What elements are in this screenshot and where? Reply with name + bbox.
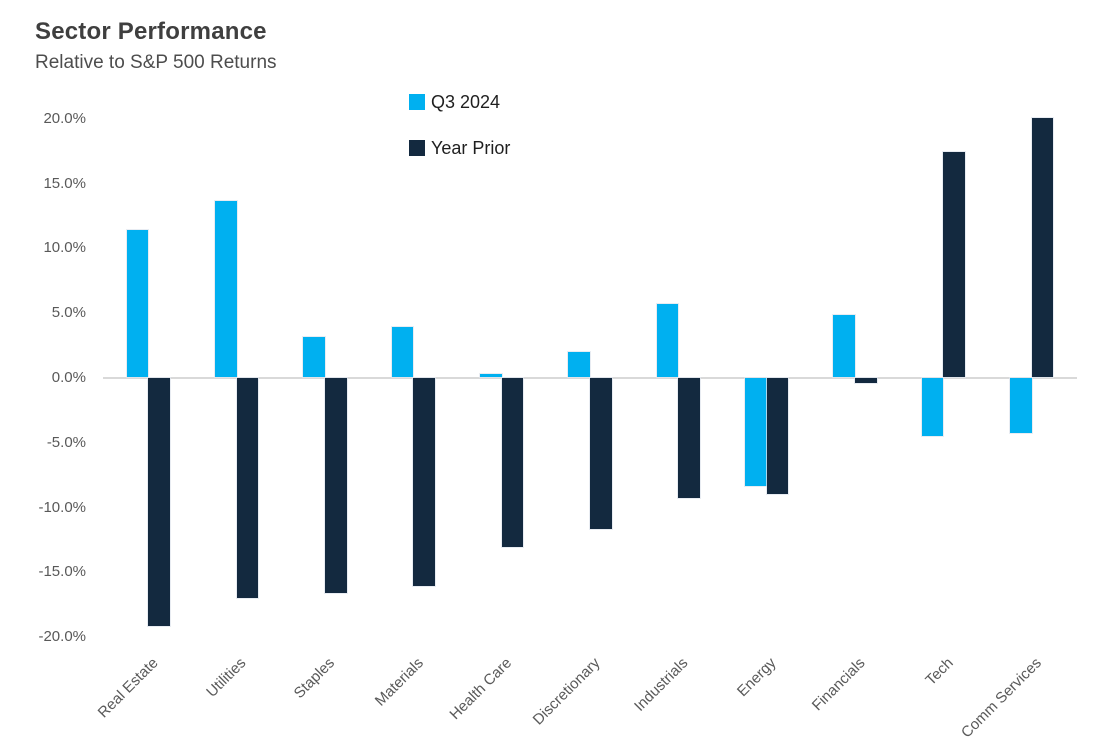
y-axis-tick-label: 5.0% xyxy=(51,304,86,322)
bar-year-prior-comm-services xyxy=(1031,118,1054,378)
bar-year-prior-staples xyxy=(325,377,347,593)
bar-q3-2024-comm-services xyxy=(1010,377,1032,434)
zero-gridline xyxy=(103,376,1077,379)
bar-year-prior-discretionary xyxy=(590,377,612,530)
bar-q3-2024-tech xyxy=(921,377,944,436)
x-axis-label-staples: Staples xyxy=(290,654,339,702)
legend-label-year-prior: Year Prior xyxy=(431,137,511,158)
bar-year-prior-energy xyxy=(766,377,789,495)
bar-q3-2024-real-estate xyxy=(126,229,149,378)
x-axis-label-financials: Financials xyxy=(808,654,869,715)
x-axis-label-real-estate: Real Estate xyxy=(94,654,162,722)
bar-year-prior-industrials xyxy=(678,377,701,498)
bar-q3-2024-financials xyxy=(833,315,856,378)
y-axis-tick-label: -10.0% xyxy=(38,498,86,516)
y-axis-tick-label: 0.0% xyxy=(51,369,86,386)
bar-year-prior-real-estate xyxy=(148,377,170,627)
chart-legend: Q3 2024 Year Prior xyxy=(409,91,511,158)
y-axis-tick-label: 15.0% xyxy=(43,174,86,192)
bar-year-prior-materials xyxy=(413,377,436,587)
bar-q3-2024-discretionary xyxy=(568,351,591,378)
chart-subtitle: Relative to S&P 500 Returns xyxy=(35,52,277,73)
y-axis-tick-label: 20.0% xyxy=(43,109,86,127)
x-axis-label-energy: Energy xyxy=(734,654,780,701)
bar-q3-2024-industrials xyxy=(656,303,679,378)
y-axis-tick-label: -5.0% xyxy=(46,433,86,451)
bar-q3-2024-materials xyxy=(391,326,414,378)
y-axis-tick-label: -20.0% xyxy=(38,628,86,646)
x-axis-label-utilities: Utilities xyxy=(203,654,250,701)
legend-swatch-q3-2024 xyxy=(409,94,425,110)
x-axis-label-comm-services: Comm Services xyxy=(957,654,1045,742)
legend-label-q3-2024: Q3 2024 xyxy=(431,91,501,112)
bar-year-prior-utilities xyxy=(236,377,259,598)
bar-year-prior-health-care xyxy=(501,377,524,548)
bar-year-prior-financials xyxy=(855,377,877,383)
chart-title: Sector Performance xyxy=(35,18,267,45)
legend-item-q3-2024: Q3 2024 xyxy=(409,91,510,112)
bar-q3-2024-health-care xyxy=(480,373,502,378)
x-axis-label-materials: Materials xyxy=(371,654,427,710)
legend-item-year-prior: Year Prior xyxy=(409,137,511,158)
bar-q3-2024-utilities xyxy=(214,201,237,378)
x-axis-label-tech: Tech xyxy=(922,654,957,689)
bar-q3-2024-staples xyxy=(303,337,325,378)
bar-year-prior-tech xyxy=(943,152,966,378)
legend-swatch-year-prior xyxy=(409,140,425,156)
y-axis-tick-label: 10.0% xyxy=(43,239,86,257)
x-axis-label-discretionary: Discretionary xyxy=(529,654,604,729)
bar-q3-2024-energy xyxy=(745,377,767,487)
x-axis-label-health-care: Health Care xyxy=(446,654,515,724)
y-axis-tick-label: -15.0% xyxy=(38,563,86,581)
x-axis-label-industrials: Industrials xyxy=(631,654,692,715)
